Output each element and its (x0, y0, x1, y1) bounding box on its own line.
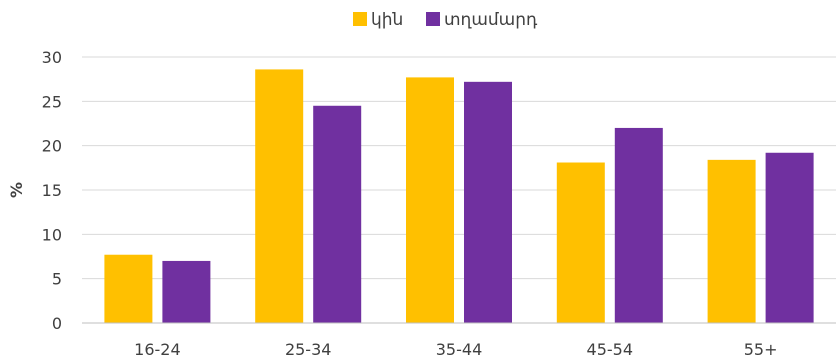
y-tick-label: 5 (52, 270, 62, 289)
bar-men-55+ (765, 152, 814, 323)
y-tick-label: 0 (52, 314, 62, 333)
x-tick-label: 45-54 (587, 340, 634, 359)
x-tick-label: 55+ (744, 340, 778, 359)
x-tick-label: 16-24 (134, 340, 181, 359)
bar-women-55+ (707, 159, 756, 323)
bar-women-45-54 (556, 162, 605, 323)
legend: կին տղամարդ (353, 10, 538, 30)
y-tick-label: 10 (42, 225, 62, 244)
y-tick-label: 20 (42, 137, 62, 156)
x-tick-label: 35-44 (436, 340, 483, 359)
x-tick-label: 25-34 (285, 340, 332, 359)
y-tick-label: 25 (42, 92, 62, 111)
bar-women-25-34 (255, 69, 304, 323)
y-axis-label: % (7, 182, 26, 198)
legend-label-women: կին (371, 10, 403, 30)
bars (104, 69, 814, 324)
y-axis-ticks: 0 5 10 15 20 25 30 (42, 48, 62, 333)
legend-label-men: տղամարդ (444, 10, 538, 30)
legend-swatch-women (353, 12, 367, 26)
bar-women-35-44 (406, 77, 454, 323)
y-tick-label: 15 (42, 181, 62, 200)
legend-swatch-men (426, 12, 440, 26)
x-axis-ticks: 16-24 25-34 35-44 45-54 55+ (134, 340, 777, 359)
bar-men-45-54 (614, 127, 663, 323)
bar-men-16-24 (162, 260, 211, 323)
y-tick-label: 30 (42, 48, 62, 67)
bar-men-35-44 (464, 81, 512, 324)
bar-women-16-24 (104, 254, 153, 323)
bar-men-25-34 (313, 105, 362, 324)
